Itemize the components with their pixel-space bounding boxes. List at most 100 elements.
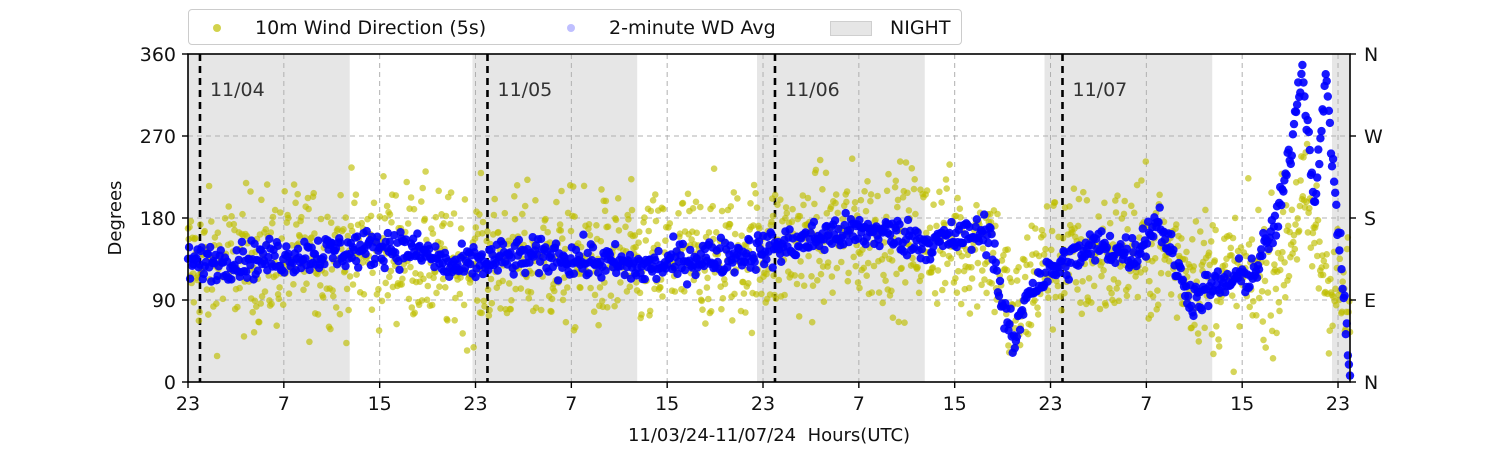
data-point	[1151, 254, 1159, 262]
data-point	[1297, 177, 1304, 184]
data-point	[521, 268, 530, 278]
data-point	[1262, 344, 1269, 351]
data-point	[399, 275, 406, 283]
data-point	[208, 218, 215, 225]
data-point	[1000, 252, 1007, 259]
data-point	[1061, 289, 1068, 297]
data-point	[258, 293, 266, 300]
data-point	[947, 217, 956, 227]
data-point	[293, 244, 303, 253]
data-point	[242, 267, 251, 276]
data-point	[726, 221, 734, 228]
data-point	[1275, 299, 1283, 306]
data-point	[854, 279, 862, 286]
data-point	[386, 211, 394, 218]
data-point	[1254, 265, 1264, 274]
data-point	[867, 197, 874, 205]
data-point	[1215, 343, 1223, 350]
data-point	[1345, 308, 1352, 316]
data-point	[1245, 241, 1253, 248]
data-point	[1332, 301, 1340, 309]
data-point	[775, 276, 783, 284]
data-point	[1123, 292, 1131, 300]
day-marker-label: 11/04	[210, 79, 265, 101]
data-point	[271, 206, 279, 214]
data-point	[1343, 245, 1351, 253]
data-point	[1221, 262, 1229, 269]
data-point	[1146, 277, 1153, 285]
data-point	[1339, 278, 1346, 286]
data-point	[1229, 234, 1237, 242]
data-point	[917, 245, 926, 254]
axes: 0 N 90 E 180 S 270 W 360 N 23 7 15 23 7 15 23 7 15 23 7 15 23	[140, 44, 1383, 415]
data-point	[368, 306, 376, 314]
data-point	[819, 186, 826, 193]
data-point	[954, 194, 961, 202]
data-point	[418, 297, 426, 304]
data-point	[1010, 343, 1019, 353]
data-point	[1329, 177, 1339, 186]
data-point	[403, 178, 411, 186]
data-point	[1314, 216, 1322, 224]
data-point	[314, 270, 321, 278]
data-point	[214, 229, 222, 236]
data-point	[923, 229, 930, 237]
data-point	[491, 195, 499, 203]
data-point	[1086, 249, 1096, 259]
data-point	[298, 213, 305, 221]
data-point	[1108, 289, 1115, 297]
data-point	[646, 307, 654, 315]
data-point	[1181, 256, 1189, 263]
data-point	[1315, 285, 1323, 292]
data-point	[872, 216, 879, 224]
data-point	[428, 301, 436, 309]
data-point	[227, 240, 235, 247]
data-point	[926, 255, 935, 264]
data-point	[601, 266, 610, 275]
data-point	[607, 292, 615, 300]
data-point	[926, 224, 934, 232]
data-point	[477, 169, 485, 177]
data-point	[1088, 299, 1095, 306]
data-point	[1191, 321, 1198, 329]
data-point	[1045, 294, 1052, 302]
data-point	[351, 199, 358, 207]
data-point	[796, 212, 804, 220]
data-point	[904, 189, 911, 197]
data-point	[1138, 177, 1145, 184]
data-point	[593, 222, 600, 229]
data-point	[290, 281, 297, 288]
data-point	[519, 210, 526, 218]
data-point	[1323, 251, 1330, 258]
data-point	[750, 222, 757, 229]
data-point	[1276, 266, 1284, 274]
data-point	[652, 191, 659, 198]
data-point	[586, 231, 594, 239]
data-point	[1213, 267, 1223, 276]
data-point	[213, 271, 222, 281]
data-point	[1287, 151, 1297, 160]
x-tick-label: 23	[463, 393, 487, 415]
data-point	[1329, 322, 1336, 330]
data-point	[867, 191, 875, 198]
data-point	[376, 213, 384, 220]
data-point	[1156, 191, 1163, 199]
data-point	[559, 235, 566, 242]
data-point	[640, 274, 649, 284]
data-point	[1128, 234, 1137, 243]
data-point	[649, 197, 657, 204]
data-point	[558, 187, 565, 195]
data-point	[681, 288, 688, 295]
data-point	[1338, 284, 1347, 294]
data-point	[730, 189, 738, 196]
data-point	[1324, 106, 1334, 116]
data-point	[388, 219, 395, 226]
data-point	[420, 275, 427, 283]
data-point	[1197, 306, 1207, 315]
data-point	[1316, 238, 1323, 245]
data-point	[567, 227, 575, 235]
right-tick-label: N	[1364, 44, 1378, 66]
data-point	[1130, 209, 1138, 217]
data-point	[332, 304, 340, 311]
data-point	[1250, 298, 1257, 305]
